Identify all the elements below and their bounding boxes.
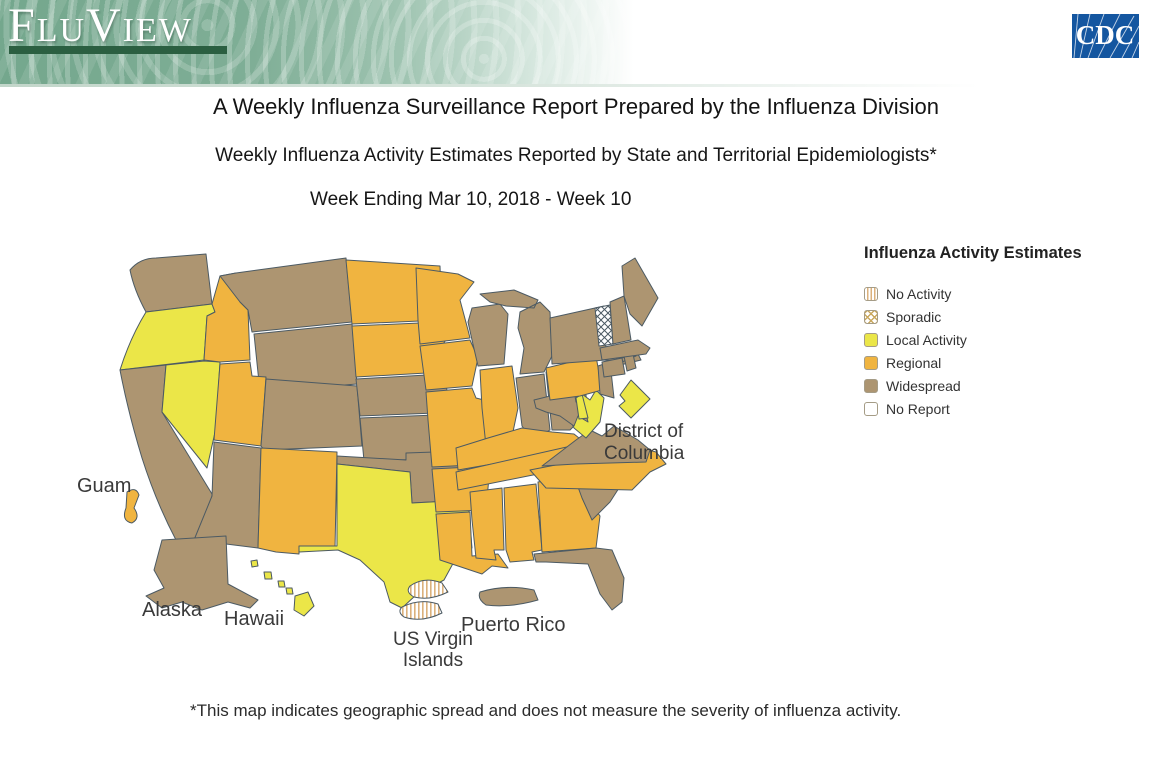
legend-items: No Activity Sporadic Local Activity Regi… <box>864 282 1104 420</box>
legend-label-regional: Regional <box>886 354 942 371</box>
legend-label-widespread: Widespread <box>886 377 961 394</box>
legend-item-no-report: No Report <box>864 397 1104 420</box>
state-oregon <box>119 303 216 371</box>
legend-item-widespread: Widespread <box>864 374 1104 397</box>
state-minnesota <box>415 267 475 345</box>
state-new-mexico <box>257 447 338 555</box>
territory-us-virgin-islands <box>399 579 449 620</box>
legend: Influenza Activity Estimates No Activity… <box>864 244 1104 420</box>
state-connecticut <box>601 357 626 378</box>
legend-swatch-regional <box>864 355 878 370</box>
state-iowa <box>419 339 479 391</box>
legend-label-sporadic: Sporadic <box>886 308 942 325</box>
legend-swatch-widespread <box>864 378 878 393</box>
cdc-logo-rays <box>1073 14 1139 58</box>
fluview-logo-underline <box>9 46 227 54</box>
page-subtitle: Weekly Influenza Activity Estimates Repo… <box>215 145 937 166</box>
legend-label-local-activity: Local Activity <box>886 331 967 348</box>
state-utah <box>213 361 267 447</box>
legend-swatch-no-activity <box>864 286 878 301</box>
footnote: *This map indicates geographic spread an… <box>190 701 902 720</box>
state-washington <box>129 253 213 313</box>
legend-label-no-report: No Report <box>886 400 950 417</box>
fluview-logo[interactable]: FluView <box>8 0 268 70</box>
state-florida <box>533 547 625 611</box>
legend-item-regional: Regional <box>864 351 1104 374</box>
legend-swatch-local-activity <box>864 332 878 347</box>
state-district-of-columbia <box>618 379 651 419</box>
label-alaska: Alaska <box>142 599 203 621</box>
cdc-logo[interactable]: CDC <box>1072 14 1139 58</box>
legend-label-no-activity: No Activity <box>886 285 952 302</box>
state-hawaii <box>250 559 315 617</box>
label-dc-line2: Columbia <box>604 443 685 464</box>
state-colorado <box>260 378 363 451</box>
fluview-logo-text: FluView <box>8 0 193 52</box>
label-hawaii: Hawaii <box>224 608 285 630</box>
territory-guam <box>124 489 140 524</box>
state-maine <box>621 257 659 327</box>
label-us-virgin-islands-line1: US Virgin <box>393 629 473 650</box>
label-us-virgin-islands: US Virgin Islands <box>368 629 498 671</box>
state-mississippi <box>469 487 505 561</box>
legend-item-local-activity: Local Activity <box>864 328 1104 351</box>
state-new-hampshire <box>609 295 632 345</box>
cdc-logo-box <box>1072 14 1139 58</box>
legend-title: Influenza Activity Estimates <box>864 244 1082 262</box>
legend-item-no-activity: No Activity <box>864 282 1104 305</box>
label-guam: Guam <box>77 475 132 497</box>
state-wisconsin <box>467 303 509 367</box>
legend-swatch-sporadic <box>864 309 878 324</box>
legend-item-sporadic: Sporadic <box>864 305 1104 328</box>
header-banner: FluView <box>0 0 1152 84</box>
cdc-logo-text: CDC <box>1076 20 1135 50</box>
us-flu-activity-map <box>119 253 667 620</box>
state-alaska <box>145 535 259 611</box>
state-michigan <box>479 289 553 375</box>
state-alabama <box>503 483 543 563</box>
legend-swatch-no-report <box>864 401 878 416</box>
label-puerto-rico: Puerto Rico <box>461 614 566 636</box>
territory-puerto-rico <box>478 586 539 607</box>
state-montana <box>219 257 353 333</box>
label-us-virgin-islands-line2: Islands <box>402 650 464 671</box>
page-title: A Weekly Influenza Surveillance Report P… <box>213 94 939 119</box>
week-ending-label: Week Ending Mar 10, 2018 - Week 10 <box>310 189 632 210</box>
state-maryland <box>533 389 589 427</box>
label-dc-line1: District of <box>604 421 684 442</box>
header-divider <box>0 84 1152 87</box>
state-massachusetts <box>599 339 651 361</box>
label-district-of-columbia: District of Columbia <box>604 421 684 465</box>
